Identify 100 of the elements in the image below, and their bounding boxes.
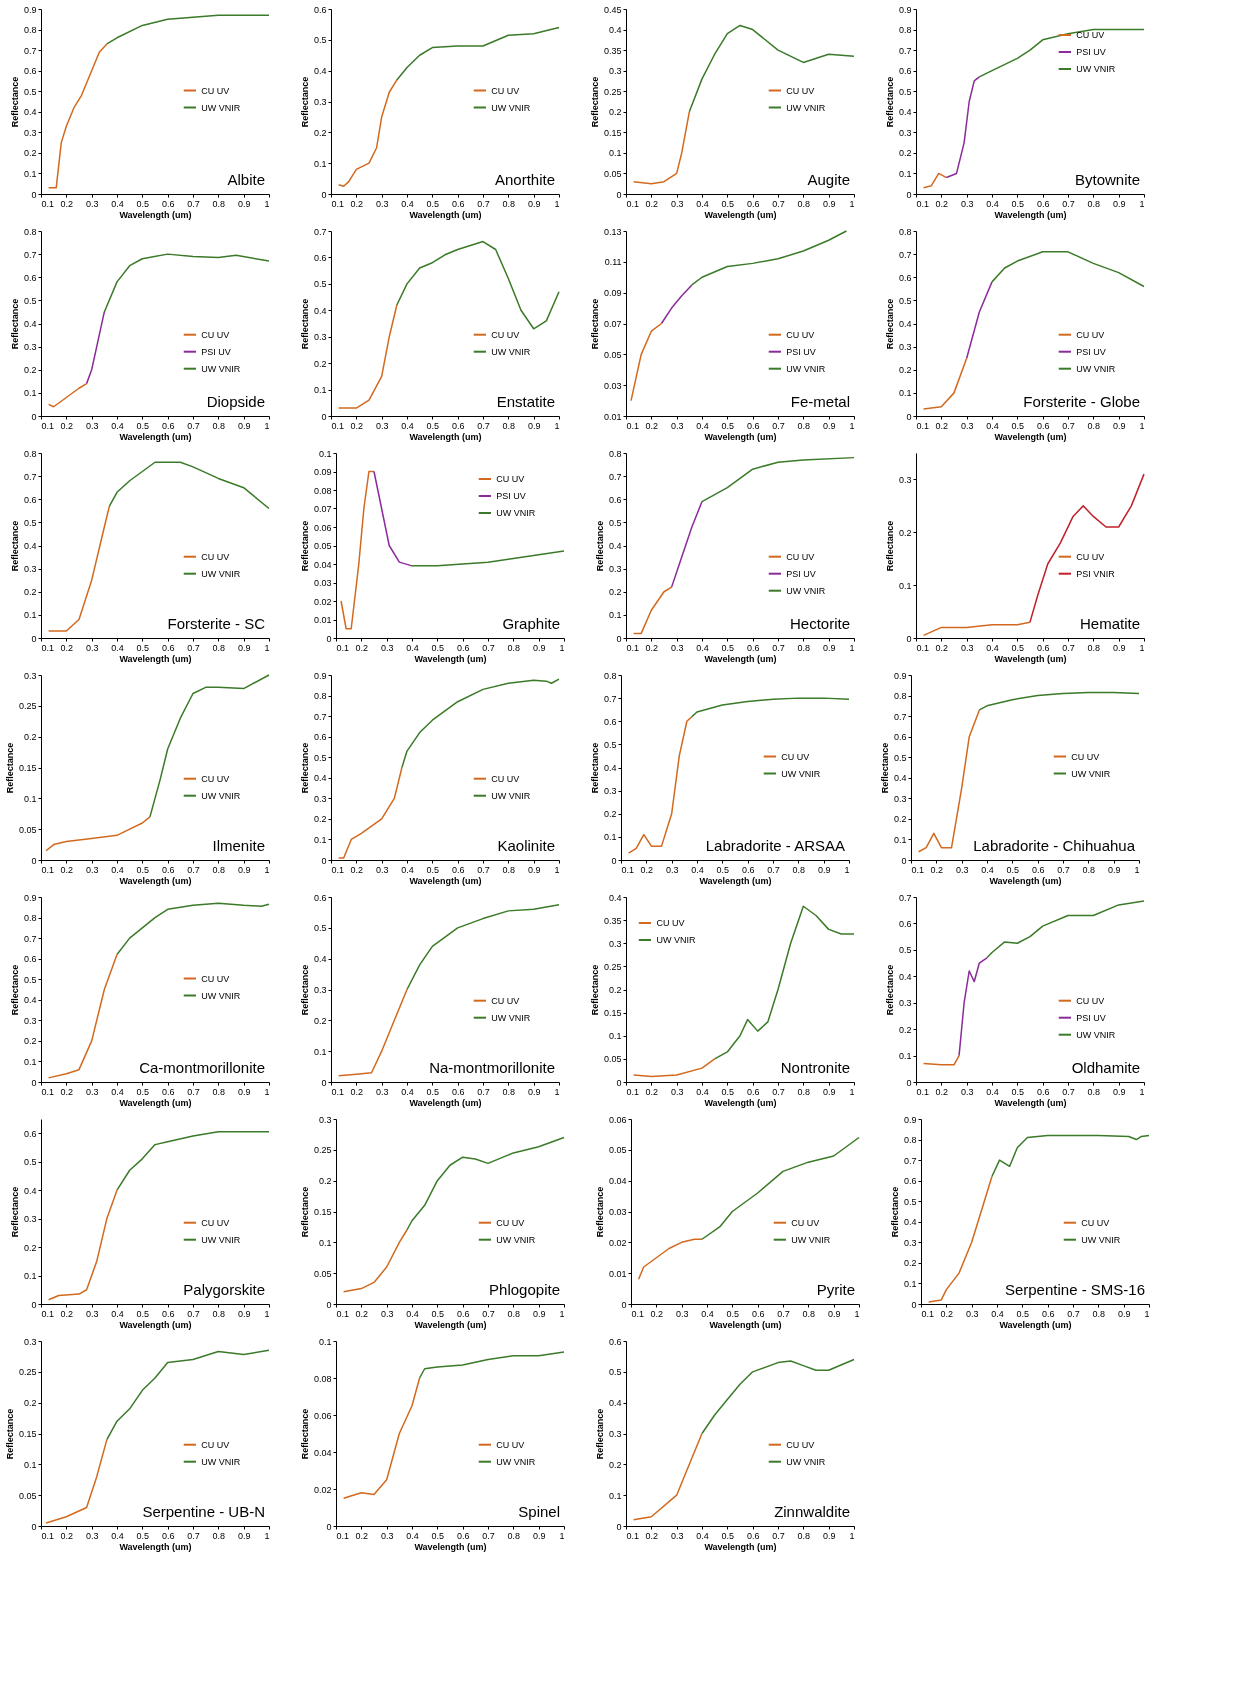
- line-series: [691, 697, 850, 718]
- y-tick-label: 0: [321, 855, 327, 866]
- y-tick-label: 0.1: [313, 1046, 327, 1057]
- x-tick-label: 0.7: [777, 1308, 790, 1319]
- y-tick-label: 0.2: [23, 587, 37, 598]
- y-tick-label: 0.3: [608, 938, 622, 949]
- x-tick-label: 0.5: [136, 1530, 150, 1541]
- y-tick-label: 0.3: [23, 342, 37, 353]
- y-tick-label: 0.2: [608, 587, 622, 598]
- x-axis-title: Wavelength (um): [989, 875, 1062, 886]
- y-tick-label: 0.6: [608, 494, 622, 505]
- x-tick-label: 0.5: [716, 864, 730, 875]
- y-tick-label: 0.4: [23, 995, 37, 1006]
- legend-label: CU UV: [201, 551, 230, 562]
- legend-label: CU UV: [1076, 995, 1105, 1006]
- legend-label: CU UV: [496, 1217, 525, 1228]
- legend-label: CU UV: [496, 474, 525, 484]
- x-tick-label: 0.7: [187, 1086, 200, 1097]
- y-tick-label: 0.5: [313, 752, 327, 763]
- y-tick-label: 0.1: [318, 1237, 332, 1248]
- text: Ilmenite: [212, 837, 265, 854]
- line-series: [713, 905, 855, 1060]
- line-series: [660, 284, 693, 325]
- x-tick-label: 0.8: [502, 864, 516, 875]
- y-tick-label: 0.1: [318, 1336, 332, 1347]
- x-tick-label: 0.1: [631, 1308, 645, 1319]
- x-tick-label: 0.8: [1087, 1086, 1101, 1097]
- x-tick-label: 0.8: [507, 1530, 521, 1541]
- x-tick-label: 0.5: [426, 198, 440, 209]
- y-tick-label: 0.01: [603, 411, 622, 422]
- y-tick-label: 0.1: [898, 1051, 912, 1062]
- y-tick-label: 0.4: [23, 541, 37, 551]
- x-tick-label: 0.6: [451, 1086, 465, 1097]
- line-series: [701, 1358, 855, 1435]
- y-axis-title: Reflectance: [884, 76, 895, 128]
- y-tick-label: 0.8: [608, 448, 622, 459]
- x-tick-label: 1: [264, 198, 270, 209]
- y-axis-title: Reflectance: [9, 520, 20, 572]
- y-tick-label: 0.05: [603, 1054, 622, 1065]
- x-tick-label: 1: [559, 642, 565, 653]
- x-tick-label: 0.1: [336, 1308, 350, 1319]
- y-tick-label: 0.6: [313, 4, 327, 15]
- x-tick-label: 0.5: [1016, 1308, 1030, 1319]
- y-tick-label: 0: [31, 1521, 37, 1532]
- text: Pyrite: [816, 1281, 855, 1298]
- y-tick-label: 0.1: [893, 834, 907, 845]
- line-series: [116, 902, 270, 956]
- legend-label: CU UV: [786, 1439, 815, 1450]
- y-tick-label: 0.4: [903, 1217, 917, 1228]
- y-axis-title: Reflectance: [589, 742, 600, 794]
- line-series: [978, 28, 1145, 78]
- x-tick-label: 0.9: [237, 1308, 251, 1319]
- y-axis-title: Reflectance: [4, 742, 15, 794]
- x-tick-label: 0.2: [350, 420, 364, 431]
- y-tick-label: 0: [31, 411, 37, 422]
- y-tick-label: 0.6: [313, 732, 327, 743]
- y-tick-label: 0.4: [898, 107, 912, 118]
- x-axis-title: Wavelength (um): [119, 1541, 192, 1552]
- x-tick-label: 0.8: [502, 420, 516, 431]
- line-series: [106, 1349, 270, 1441]
- legend-label: PSI UV: [1076, 346, 1106, 357]
- line-series: [337, 79, 398, 188]
- y-tick-label: 0.5: [608, 517, 622, 528]
- x-tick-label: 0.5: [721, 642, 735, 653]
- y-tick-label: 0.4: [313, 305, 327, 316]
- y-tick-label: 0.2: [903, 1258, 917, 1269]
- line-series: [47, 505, 111, 632]
- y-tick-label: 0.4: [898, 971, 912, 982]
- x-tick-label: 0.2: [645, 198, 659, 209]
- line-series: [47, 953, 118, 1079]
- y-tick-label: 0.5: [603, 739, 617, 750]
- y-tick-label: 0: [616, 1521, 622, 1532]
- y-tick-label: 0.2: [608, 1459, 622, 1470]
- line-series: [922, 357, 968, 410]
- legend-label: CU UV: [491, 329, 520, 340]
- x-tick-label: 1: [1139, 1086, 1145, 1097]
- line-series: [991, 251, 1145, 288]
- y-tick-label: 0.8: [903, 1135, 917, 1146]
- x-tick-label: 0.1: [41, 864, 55, 875]
- x-tick-label: 0.4: [991, 1308, 1004, 1319]
- y-tick-label: 0.15: [18, 763, 37, 773]
- x-tick-label: 0.7: [482, 642, 495, 653]
- y-tick-label: 0.5: [23, 974, 37, 985]
- legend-label: UW VNIR: [496, 508, 536, 518]
- legend-label: CU UV: [1071, 751, 1100, 762]
- y-tick-label: 0.3: [313, 332, 327, 343]
- y-tick-label: 0.07: [603, 319, 622, 329]
- y-tick-label: 0.09: [603, 288, 622, 299]
- y-tick-label: 0.3: [23, 670, 37, 681]
- y-tick-label: 0.2: [23, 365, 37, 376]
- y-tick-label: 0.06: [313, 1410, 332, 1421]
- line-series: [630, 322, 663, 402]
- y-tick-label: 0.3: [23, 564, 37, 575]
- y-tick-label: 0.7: [898, 892, 912, 903]
- y-tick-label: 0.3: [608, 564, 622, 575]
- x-tick-label: 0.4: [696, 1530, 709, 1541]
- line-series: [418, 1351, 565, 1379]
- x-axis-title: Wavelength (um): [704, 653, 777, 664]
- x-tick-label: 0.7: [772, 1530, 785, 1541]
- x-tick-label: 0.7: [772, 420, 785, 431]
